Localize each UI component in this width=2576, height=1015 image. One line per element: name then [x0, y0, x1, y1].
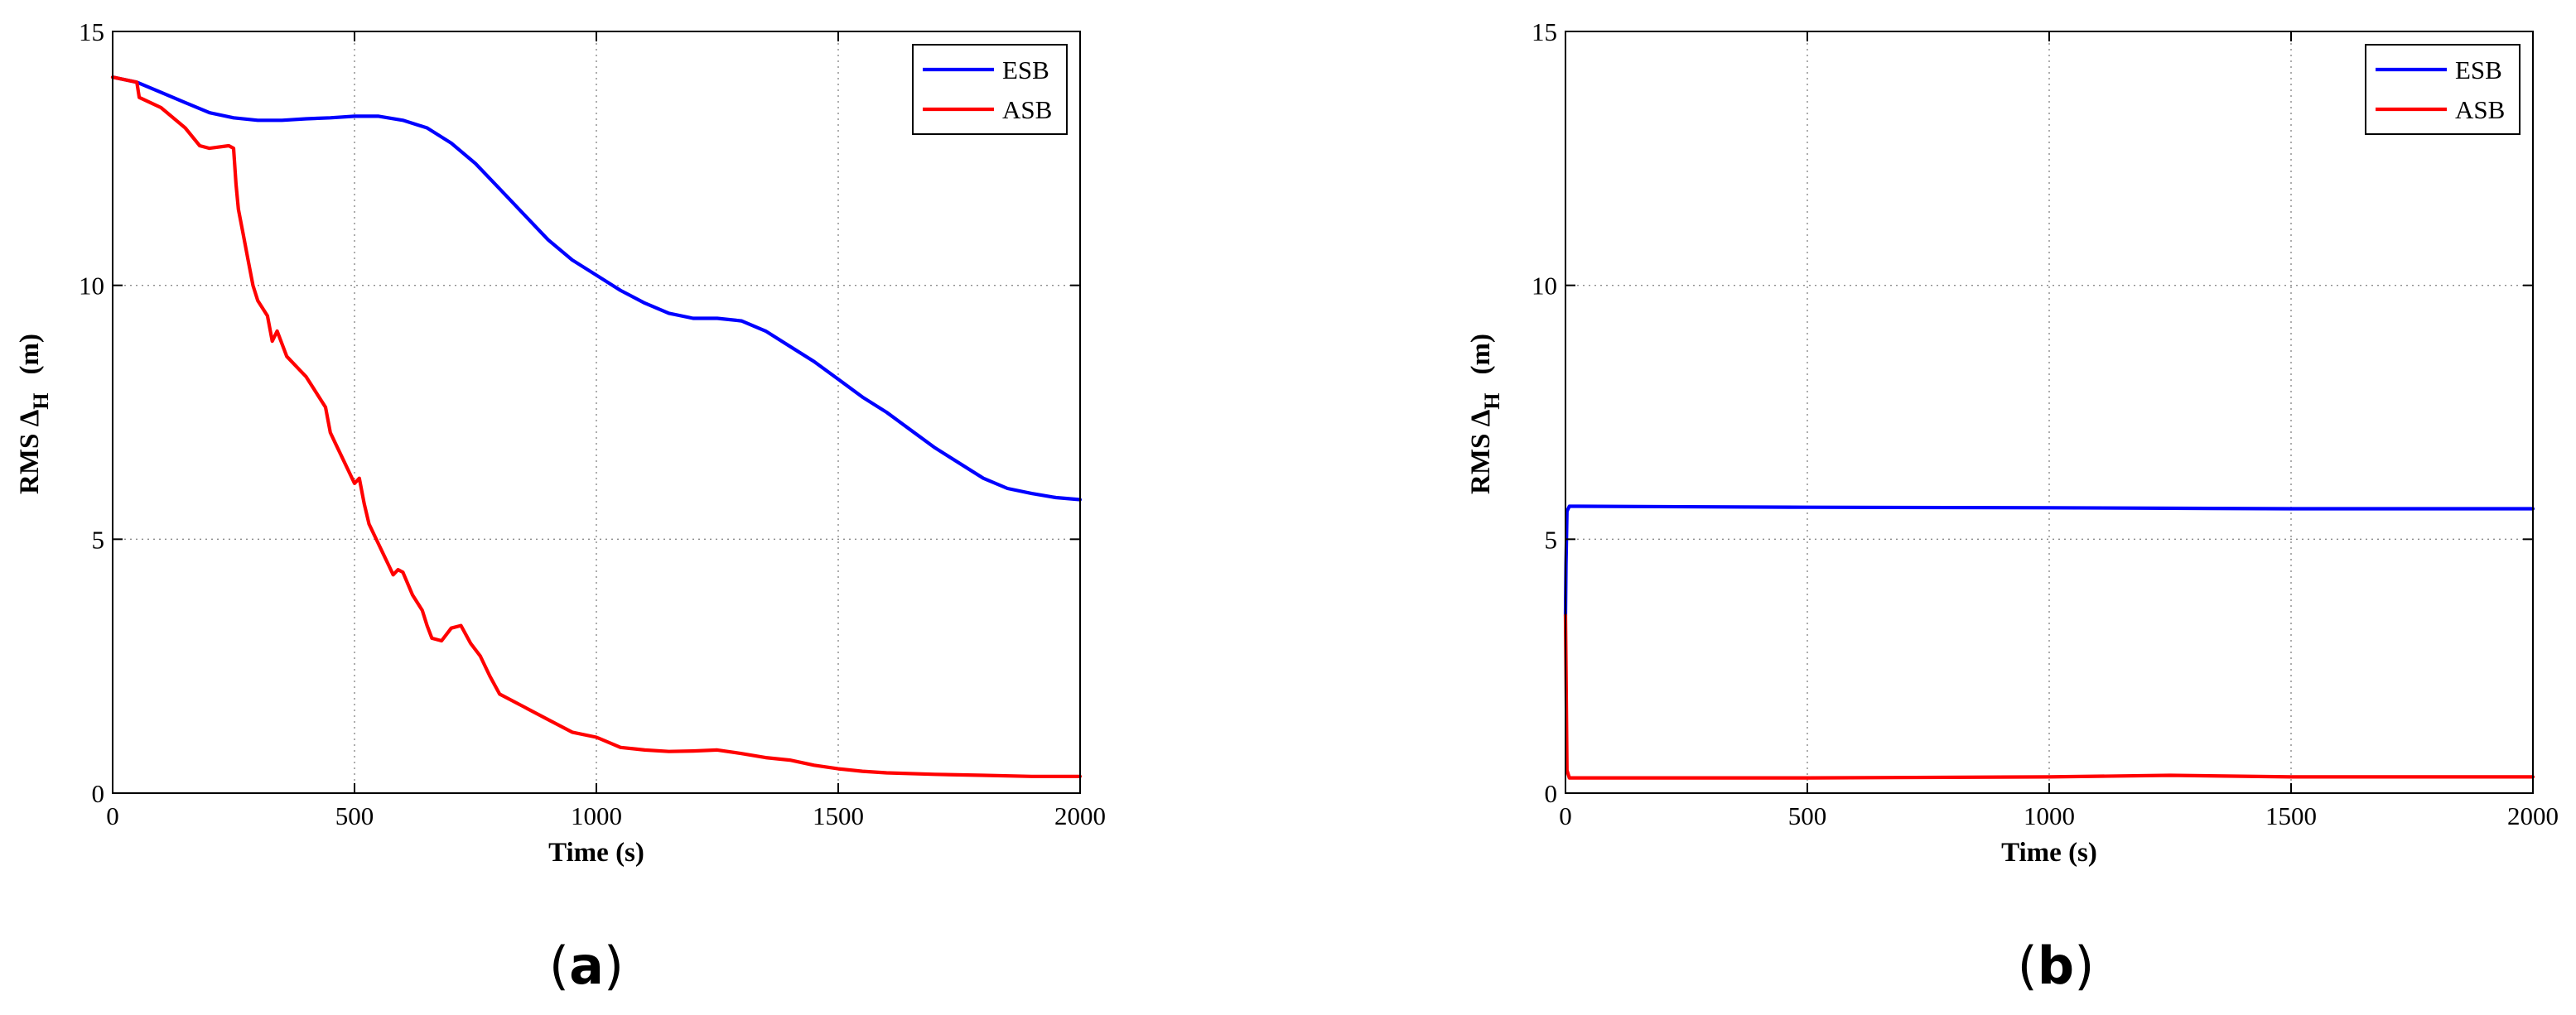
panel-label-paren-open: (: [549, 936, 569, 996]
legend-label-esb: ESB: [1002, 55, 1049, 84]
x-axis-label: Time (s): [548, 838, 644, 868]
x-tick-label: 1500: [813, 801, 864, 830]
panel-a: 0 500 1000 1500 2000 0 5 10 15 Time (s) RMS ΔH (m) E…: [15, 17, 1106, 996]
series-line-asb: [110, 75, 1083, 778]
legend: ESB ASB: [2365, 44, 2521, 135]
panel-label-paren-open: (: [2018, 936, 2038, 996]
legend-label-esb: ESB: [2455, 55, 2502, 84]
legend-box: [2365, 44, 2521, 135]
x-tick-label: 1000: [2024, 801, 2075, 830]
grid-lines: [113, 31, 1080, 793]
y-axis-label-unit: (m): [1466, 334, 1496, 374]
x-tick-label: 2000: [1054, 801, 1106, 830]
legend: ESB ASB: [912, 44, 1068, 135]
legend-label-asb: ASB: [2455, 95, 2505, 124]
x-tick-label: 2000: [2507, 801, 2559, 830]
panel-label: (b): [2018, 936, 2095, 996]
y-axis-label-subscript: H: [1480, 392, 1504, 409]
y-axis-label: RMS ΔH (m): [1466, 334, 1504, 494]
x-tick-label: 0: [106, 801, 119, 830]
panel-label-letter: b: [2038, 936, 2074, 996]
y-axis-label-main: RMS Δ: [1466, 409, 1496, 494]
axis-ticks: 0 500 1000 1500 2000 0 5 10 15: [1532, 17, 2559, 830]
y-tick-label: 5: [92, 525, 105, 554]
legend-box: [912, 44, 1068, 135]
panel-label-paren-close: ): [604, 936, 624, 996]
y-tick-label: 15: [79, 17, 104, 46]
y-tick-label: 15: [1532, 17, 1557, 46]
series-line-esb: [110, 75, 1083, 502]
y-axis-label: RMS ΔH (m): [15, 334, 53, 494]
panel-label-paren-close: ): [2074, 936, 2094, 996]
plot-frame: [112, 31, 1081, 794]
panel-label-letter: a: [569, 936, 604, 996]
plot-frame: [1565, 31, 2534, 794]
y-axis-label-subscript: H: [29, 392, 53, 409]
y-tick-label: 0: [1545, 779, 1558, 808]
y-tick-label: 0: [92, 779, 105, 808]
y-tick-label: 10: [1532, 272, 1557, 301]
x-tick-label: 1500: [2265, 801, 2317, 830]
series-line-asb: [1563, 613, 2535, 780]
y-tick-label: 10: [79, 272, 104, 301]
series-line-esb: [1563, 504, 2535, 618]
x-tick-label: 500: [1788, 801, 1827, 830]
y-axis-label-main: RMS Δ: [15, 409, 45, 494]
y-tick-label: 5: [1545, 525, 1558, 554]
legend-label-asb: ASB: [1002, 95, 1052, 124]
x-tick-label: 0: [1559, 801, 1572, 830]
axis-ticks: 0 500 1000 1500 2000 0 5 10 15: [79, 17, 1106, 830]
panel-label: (a): [549, 936, 624, 996]
y-axis-label-unit: (m): [15, 334, 45, 374]
x-tick-label: 1000: [571, 801, 622, 830]
grid-lines: [1565, 31, 2533, 793]
panel-b: 0 500 1000 1500 2000 0 5 10 15 Time (s) RMS ΔH (m) E…: [1466, 17, 2559, 996]
x-axis-label: Time (s): [2001, 838, 2097, 868]
x-tick-label: 500: [335, 801, 374, 830]
